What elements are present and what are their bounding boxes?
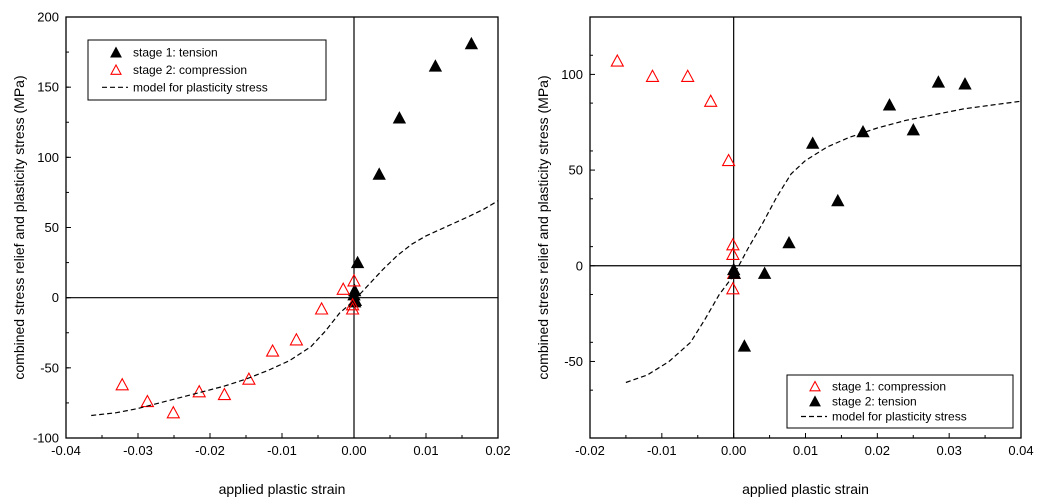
y-tick-label: 100	[37, 150, 59, 165]
data-point-filled-triangle	[931, 75, 946, 88]
legend-label: stage 1: tension	[133, 46, 218, 60]
y-tick-label: 50	[45, 220, 59, 235]
y-tick-label: 100	[561, 67, 583, 82]
data-point-filled-triangle	[372, 167, 386, 180]
legend-label: model for plasticity stress	[832, 410, 967, 424]
data-point-filled-triangle	[958, 77, 972, 90]
legend-marker	[809, 380, 821, 392]
y-tick-label: -50	[564, 354, 583, 369]
legend-box	[87, 39, 327, 101]
data-point-open-triangle	[703, 94, 718, 107]
data-point-open-triangle	[345, 301, 360, 315]
data-point-open-triangle	[217, 387, 232, 401]
model-curve	[91, 200, 499, 417]
y-tick-label: -50	[40, 360, 59, 375]
y-axis-label: combined stress relief and plasticity st…	[535, 75, 551, 379]
data-point-open-triangle	[725, 237, 740, 251]
legend-label: model for plasticity stress	[133, 80, 268, 94]
data-point-open-triangle	[645, 69, 660, 82]
model-curve	[625, 100, 1022, 384]
data-point-open-triangle	[314, 301, 329, 315]
data-point-filled-triangle	[782, 235, 796, 249]
legend-marker	[110, 63, 122, 75]
y-tick-label: 200	[37, 10, 59, 25]
data-point-open-triangle	[241, 371, 256, 385]
y-tick-label: 0	[52, 290, 59, 305]
y-tick-label: -100	[33, 431, 59, 446]
y-axis-label: combined stress relief and plasticity st…	[11, 75, 27, 379]
x-tick-label: -0.02	[195, 443, 225, 458]
data-point-open-triangle	[265, 343, 280, 357]
data-point-open-triangle	[725, 247, 740, 260]
legend-label: stage 2: tension	[832, 395, 917, 409]
x-tick-label: -0.04	[51, 443, 81, 458]
y-tick-label: 0	[576, 258, 583, 273]
x-axis-label: applied plastic strain	[742, 481, 869, 497]
data-point-filled-triangle	[464, 36, 479, 50]
legend-marker	[110, 46, 122, 58]
data-point-open-triangle	[610, 53, 625, 67]
data-point-filled-triangle	[737, 339, 752, 352]
x-tick-label: 0.04	[1008, 443, 1033, 458]
data-point-open-triangle	[680, 69, 695, 82]
legend-box	[786, 374, 1014, 429]
x-tick-label: 0.00	[721, 443, 746, 458]
data-point-filled-triangle	[906, 123, 920, 136]
y-tick-label: 50	[569, 163, 583, 178]
x-tick-label: -0.01	[267, 443, 297, 458]
data-point-open-triangle	[347, 273, 361, 287]
data-point-filled-triangle	[806, 136, 820, 149]
data-point-filled-triangle	[882, 98, 897, 111]
data-point-open-triangle	[115, 377, 130, 391]
right-chart: -0.02 -0.01 0.00 0.01 0.02 0.03 0.04 -50 0 50 100 a…	[535, 16, 1034, 497]
data-point-filled-triangle	[392, 111, 407, 124]
legend-label: stage 1: compression	[832, 380, 946, 394]
data-point-filled-triangle	[350, 255, 365, 269]
legend-label: stage 2: compression	[133, 63, 247, 77]
x-tick-label: 0.02	[865, 443, 890, 458]
data-point-filled-triangle	[757, 266, 772, 279]
x-axis-label: applied plastic strain	[219, 481, 346, 497]
data-point-open-triangle	[721, 153, 736, 167]
x-tick-label: 0.03	[937, 443, 962, 458]
data-point-open-triangle	[140, 394, 155, 408]
data-point-open-triangle	[336, 282, 351, 295]
data-point-open-triangle	[166, 405, 181, 419]
x-tick-label: 0.01	[413, 443, 438, 458]
data-point-filled-triangle	[428, 59, 443, 72]
y-tick-label: 150	[37, 80, 59, 95]
x-tick-label: -0.03	[123, 443, 153, 458]
legend-marker	[809, 395, 821, 407]
data-point-filled-triangle	[727, 266, 742, 279]
data-point-filled-triangle	[831, 193, 845, 207]
x-tick-label: 0.01	[793, 443, 818, 458]
left-chart: -0.04 -0.03 -0.02 -0.01 0.00 0.01 0.02 -100 -50 0…	[11, 10, 511, 498]
x-tick-label: -0.01	[647, 443, 677, 458]
data-point-open-triangle	[289, 332, 304, 346]
x-tick-label: 0.00	[341, 443, 366, 458]
data-point-open-triangle	[725, 281, 740, 295]
x-tick-label: -0.02	[575, 443, 605, 458]
x-tick-label: 0.02	[485, 443, 510, 458]
